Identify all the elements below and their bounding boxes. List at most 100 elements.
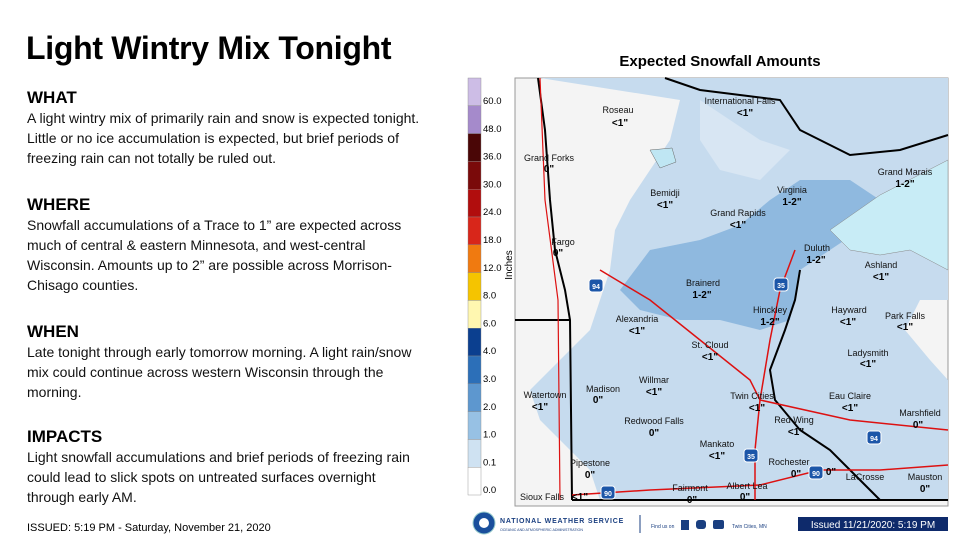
place-amount: 0" <box>687 495 698 506</box>
section-line: much of central & eastern Minnesota, and… <box>27 237 366 253</box>
place-amount: 0" <box>593 395 604 406</box>
lake-superior <box>829 159 949 271</box>
place-name: Eau Claire <box>829 391 871 401</box>
issued-text: ISSUED: 5:19 PM - Saturday, November 21,… <box>27 522 271 534</box>
place-amount: <1" <box>749 403 765 414</box>
legend-swatch <box>467 467 482 496</box>
legend-label: 36.0 <box>483 152 502 163</box>
section-line: could lead to slick spots on untreated s… <box>27 469 376 485</box>
road <box>571 464 949 496</box>
place-name: Duluth <box>804 243 830 253</box>
issued-box-text: Issued 11/21/2020: 5:19 PM <box>811 520 935 531</box>
place-name: Madison <box>586 384 620 394</box>
place-name: Fairmont <box>672 483 708 493</box>
office-name: Twin Cities, MN <box>732 524 767 530</box>
legend-swatch <box>467 161 482 190</box>
section-heading: WHAT <box>27 88 77 107</box>
place-name: Virginia <box>777 185 807 195</box>
legend-label: 12.0 <box>483 263 502 274</box>
place-amount: <1" <box>612 118 628 129</box>
place-name: Grand Rapids <box>710 208 766 218</box>
legend-swatch <box>467 272 482 301</box>
place-amount: <1" <box>860 359 876 370</box>
legend-swatch <box>467 300 482 329</box>
place-name: LaCrosse <box>846 472 885 482</box>
section-line: through early AM. <box>27 489 137 505</box>
place-amount: <1" <box>709 451 725 462</box>
shield <box>743 448 759 463</box>
shield-number: 35 <box>747 454 755 461</box>
place-amount: <1" <box>657 200 673 211</box>
legend-label: 60.0 <box>483 96 502 107</box>
place-amount: 0" <box>740 492 751 503</box>
place-name: Park Falls <box>885 311 926 321</box>
legend-label: 3.0 <box>483 374 496 385</box>
shield <box>866 430 882 445</box>
legend-swatch <box>467 105 482 134</box>
section-line: morning. <box>27 384 82 400</box>
place-name: Watertown <box>524 390 567 400</box>
legend-label: 0.0 <box>483 485 496 496</box>
footer: NATIONAL WEATHER SERVICE OCEANIC AND ATM… <box>472 511 948 535</box>
agency-name: NATIONAL WEATHER SERVICE <box>500 518 624 525</box>
place-name: Grand Forks <box>524 153 575 163</box>
legend-swatch <box>467 355 482 384</box>
place-name: Rochester <box>768 457 809 467</box>
legend-label: 6.0 <box>483 318 496 329</box>
place-name: Willmar <box>639 375 669 385</box>
border-line <box>664 77 949 157</box>
place-amount: <1" <box>646 387 662 398</box>
place-name: Brainerd <box>686 278 720 288</box>
place-name: Fargo <box>551 237 575 247</box>
place-name: Redwood Falls <box>624 416 684 426</box>
legend-unit: Inches <box>504 250 515 279</box>
legend-swatch <box>467 188 482 218</box>
legend-label: 1.0 <box>483 430 496 441</box>
place-name: St. Cloud <box>691 340 728 350</box>
legend-label: 24.0 <box>483 207 502 218</box>
legend: 60.0 48.0 36.0 30.0 24.0 18.0 12.0 8.0 6.0 4.0 3.0… <box>467 77 502 496</box>
legend-swatch <box>467 439 482 468</box>
place-name: Roseau <box>602 105 633 115</box>
road <box>539 77 561 501</box>
place-amount: <1" <box>788 427 804 438</box>
facebook-icon[interactable] <box>681 520 689 530</box>
section-line: Snowfall accumulations of a Trace to 1” … <box>27 217 402 233</box>
place-amount: 0" <box>826 467 837 478</box>
place-name: Red Wing <box>774 415 814 425</box>
place-amount: <1" <box>730 220 746 231</box>
shield-number: 90 <box>604 491 612 498</box>
shield-number: 35 <box>777 283 785 290</box>
legend-swatch <box>467 244 482 273</box>
place-amount: 1-2" <box>895 179 914 190</box>
place-amount: 1-2" <box>806 255 825 266</box>
shield <box>808 465 824 480</box>
place-amount: <1" <box>629 326 645 337</box>
place-name: Hinckley <box>753 305 788 315</box>
section: WHERE Snowfall accumulations of a Trace t… <box>27 195 467 295</box>
map-title: Expected Snowfall Amounts <box>619 53 820 70</box>
twitter-icon[interactable] <box>696 520 706 529</box>
place-name: International Falls <box>704 96 776 106</box>
place-amount: 0" <box>544 164 555 175</box>
shield-number: 94 <box>592 284 600 291</box>
snow-moderate <box>620 180 880 330</box>
legend-label: 18.0 <box>483 235 502 246</box>
find-us: Find us on <box>651 524 675 530</box>
section-line: Late tonight through early tomorrow morn… <box>27 344 412 360</box>
place-amount: 0" <box>553 248 564 259</box>
legend-swatch <box>467 411 482 440</box>
legend-label: 2.0 <box>483 402 496 413</box>
place-amount: <1" <box>702 352 718 363</box>
place-name: Alexandria <box>616 314 659 324</box>
place-name: Ladysmith <box>847 348 888 358</box>
section: IMPACTS Light snowfall accumulations and … <box>27 427 467 507</box>
section-line: A light wintry mix of primarily rain and… <box>27 110 420 126</box>
place-name: Albert Lea <box>726 481 767 491</box>
place-amount: 0" <box>913 420 924 431</box>
snow-trace <box>700 100 790 180</box>
section-heading: WHERE <box>27 195 91 214</box>
youtube-icon[interactable] <box>713 520 724 529</box>
place-labels: Roseau <1" International Falls <1" Grand For… <box>520 96 942 506</box>
shield-number: 94 <box>870 436 878 443</box>
